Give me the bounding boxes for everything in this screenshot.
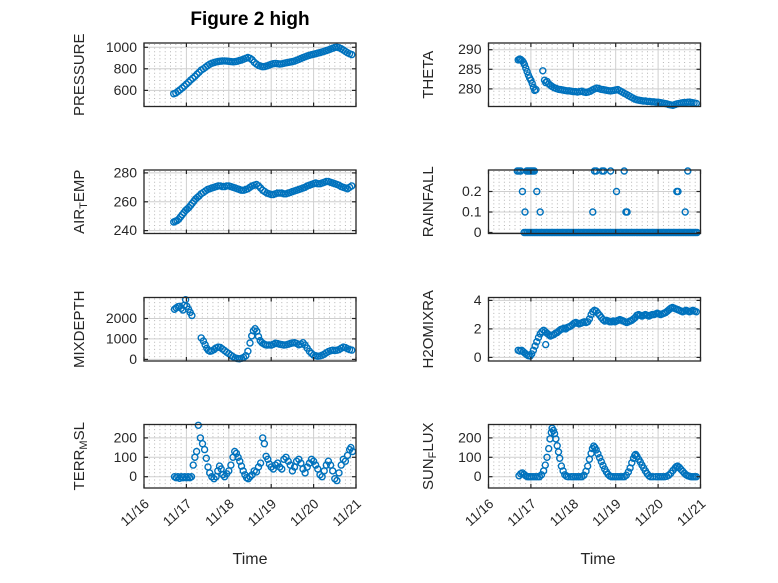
data-points <box>170 296 356 363</box>
axis-ticks <box>487 297 702 361</box>
axis-ticks <box>487 170 702 234</box>
svg-text:280: 280 <box>114 164 138 180</box>
svg-text:11/18: 11/18 <box>547 496 581 529</box>
axes-frame <box>487 169 702 235</box>
svg-text:260: 260 <box>114 193 138 209</box>
data-points <box>169 177 356 226</box>
y-axis-label: TERRMSL <box>71 422 90 490</box>
y-axis-label: H2OMIXRA <box>420 290 437 368</box>
svg-text:11/19: 11/19 <box>245 496 279 529</box>
svg-text:100: 100 <box>114 449 138 465</box>
y-tick-labels: 0 100 200 <box>114 429 138 484</box>
subplot-pressure: 600 800 1000 PRESSURE <box>71 33 357 116</box>
svg-text:290: 290 <box>458 41 482 57</box>
y-tick-labels: 0 1000 2000 <box>106 310 137 367</box>
data-points <box>515 424 700 481</box>
svg-text:11/21: 11/21 <box>674 496 708 529</box>
axis-ticks <box>487 43 702 107</box>
svg-text:800: 800 <box>114 60 138 76</box>
svg-text:200: 200 <box>458 429 482 445</box>
svg-text:0: 0 <box>129 351 137 367</box>
axes-frame <box>487 42 702 108</box>
axis-ticks <box>143 424 357 488</box>
x-axis-label-left: Time <box>232 551 268 568</box>
svg-text:2: 2 <box>474 320 482 336</box>
svg-text:1000: 1000 <box>106 330 137 346</box>
data-points <box>169 43 356 98</box>
svg-text:100: 100 <box>458 449 482 465</box>
major-grid <box>488 297 701 361</box>
subplot-sunflux: 0 100 200 11/16 11/17 11/18 11/19 11/20 11/21 SUN… <box>420 422 709 529</box>
svg-text:11/16: 11/16 <box>118 496 152 529</box>
subplot-airtemp: 240 260 280 AIRTEMP <box>71 164 357 238</box>
axis-ticks <box>143 43 357 107</box>
major-grid <box>488 43 701 107</box>
y-axis-label: RAINFALL <box>420 166 437 237</box>
minor-grid <box>148 44 352 106</box>
major-grid <box>488 170 701 234</box>
x-tick-labels: 11/16 11/17 11/18 11/19 11/20 11/21 <box>462 496 708 529</box>
subplot-h2omixra: 0 2 4 H2OMIXRA <box>420 290 702 368</box>
data-points <box>513 167 701 237</box>
axis-ticks <box>143 297 357 361</box>
subplot-mixdepth: 0 1000 2000 MIXDEPTH <box>71 290 357 368</box>
axis-ticks <box>487 424 702 488</box>
y-tick-labels: 0 100 200 <box>458 429 482 484</box>
svg-text:11/21: 11/21 <box>330 496 364 529</box>
svg-text:240: 240 <box>114 222 138 238</box>
y-axis-label: MIXDEPTH <box>71 290 88 368</box>
major-grid <box>144 170 356 234</box>
y-tick-labels: 0 0.1 0.2 <box>462 183 482 240</box>
minor-grid <box>493 44 696 106</box>
y-axis-label: AIRTEMP <box>71 170 90 234</box>
svg-text:2000: 2000 <box>106 310 137 326</box>
axes-frame <box>143 423 357 489</box>
major-grid <box>144 43 356 107</box>
subplot-theta: 280 285 290 THETA <box>420 41 702 110</box>
svg-text:11/17: 11/17 <box>505 496 539 529</box>
y-tick-labels: 240 260 280 <box>114 164 138 238</box>
data-points <box>170 421 357 485</box>
svg-text:280: 280 <box>458 80 482 96</box>
y-tick-labels: 600 800 1000 <box>106 39 137 98</box>
axis-ticks <box>143 170 357 234</box>
axes-frame <box>487 423 702 489</box>
svg-text:11/20: 11/20 <box>287 496 321 529</box>
subplot-terrmsl: 0 100 200 11/16 11/17 11/18 11/19 11/20 11/21 TER… <box>71 421 364 529</box>
svg-text:4: 4 <box>474 292 482 308</box>
svg-text:0.1: 0.1 <box>462 204 482 220</box>
y-tick-labels: 280 285 290 <box>458 41 482 96</box>
svg-text:600: 600 <box>114 82 138 98</box>
svg-text:11/20: 11/20 <box>632 496 666 529</box>
figure-title: Figure 2 high <box>190 9 310 30</box>
axes-frame <box>143 296 357 362</box>
svg-text:0: 0 <box>474 468 482 484</box>
subplot-rainfall: 0 0.1 0.2 RAINFALL <box>420 166 702 240</box>
svg-text:11/17: 11/17 <box>160 496 194 529</box>
svg-text:0.2: 0.2 <box>462 183 482 199</box>
svg-text:1000: 1000 <box>106 39 137 55</box>
x-tick-labels: 11/16 11/17 11/18 11/19 11/20 11/21 <box>118 496 364 529</box>
y-axis-label: THETA <box>420 51 437 99</box>
data-points <box>514 303 700 360</box>
axes-frame <box>143 42 357 108</box>
svg-text:200: 200 <box>114 429 138 445</box>
y-tick-labels: 0 2 4 <box>474 292 482 365</box>
minor-grid <box>493 171 696 233</box>
data-points <box>514 55 700 110</box>
svg-text:11/16: 11/16 <box>462 496 496 529</box>
svg-text:0: 0 <box>474 349 482 365</box>
x-axis-label-right: Time <box>580 551 616 568</box>
svg-text:285: 285 <box>458 61 482 77</box>
svg-text:11/19: 11/19 <box>589 496 623 529</box>
y-axis-label: PRESSURE <box>71 33 88 116</box>
svg-text:0: 0 <box>129 468 137 484</box>
svg-text:11/18: 11/18 <box>202 496 236 529</box>
y-axis-label: SUNFLUX <box>420 422 439 490</box>
svg-text:0: 0 <box>474 224 482 240</box>
